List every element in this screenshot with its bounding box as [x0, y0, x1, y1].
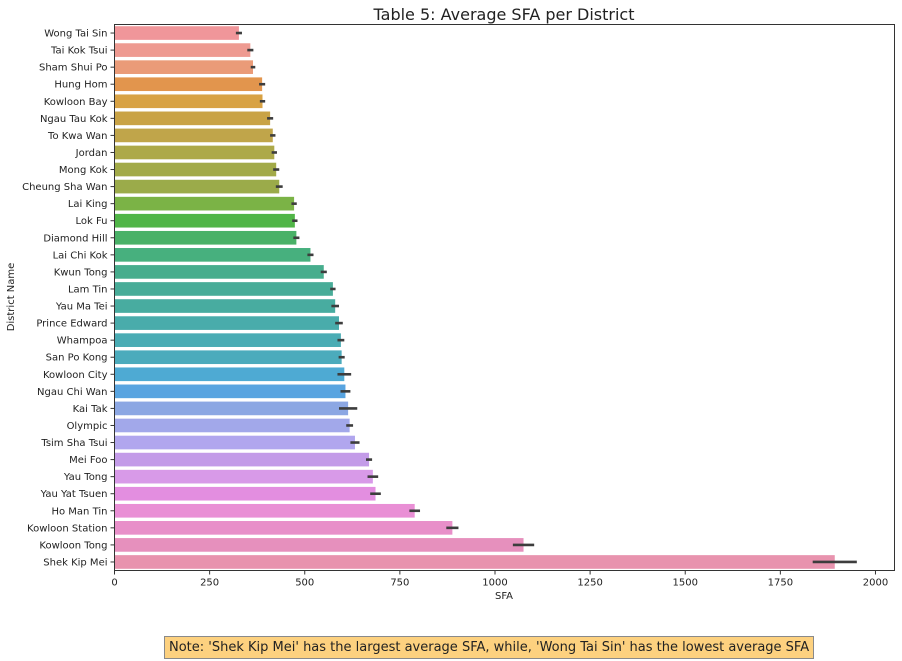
bar — [114, 179, 280, 194]
plot-frame — [114, 24, 895, 571]
y-tick-label: Shek Kip Mei — [43, 557, 107, 568]
bar — [114, 367, 345, 382]
y-tick-label: To Kwa Wan — [47, 131, 107, 142]
bar — [114, 196, 295, 211]
y-tick-label: Cheung Sha Wan — [22, 182, 107, 193]
x-tick-label: 1500 — [673, 578, 698, 589]
y-tick-label: Olympic — [67, 421, 108, 432]
y-tick-label: Jordan — [75, 148, 108, 159]
y-tick-label: Yau Yat Tsuen — [40, 489, 108, 500]
chart-note: Note: 'Shek Kip Mei' has the largest ave… — [164, 636, 815, 659]
bar — [114, 248, 311, 262]
y-tick-label: Lok Fu — [75, 216, 107, 227]
bar — [114, 521, 453, 535]
bar — [114, 333, 341, 347]
y-tick-label: Lai King — [68, 199, 108, 210]
y-tick-label: Kowloon City — [43, 370, 108, 381]
y-tick-label: Ngau Chi Wan — [37, 387, 107, 398]
bar — [114, 282, 333, 296]
bar — [114, 265, 324, 279]
bar — [114, 60, 253, 74]
bar — [114, 230, 297, 245]
y-tick-label: Prince Edward — [36, 319, 107, 330]
bar — [114, 469, 373, 484]
y-tick-label: Lam Tin — [68, 284, 108, 295]
y-axis-label: District Name — [6, 263, 17, 332]
y-tick-label: Yau Tong — [63, 472, 108, 483]
bar — [114, 111, 271, 126]
y-tick-label: Kowloon Tong — [39, 540, 107, 551]
bar — [114, 316, 339, 330]
x-tick-label: 1250 — [577, 578, 602, 589]
y-tick-label: Ngau Tau Kok — [40, 114, 108, 125]
y-tick-label: Mei Foo — [69, 455, 107, 466]
y-tick-label: Wong Tai Sin — [44, 29, 107, 40]
bar — [114, 435, 355, 450]
x-tick-label: 500 — [295, 578, 314, 589]
bar — [114, 418, 350, 433]
bar — [114, 299, 336, 313]
y-tick-label: Whampoa — [57, 336, 108, 347]
bar — [114, 162, 277, 177]
bar — [114, 538, 524, 552]
y-tick-label: Kowloon Station — [27, 523, 107, 534]
x-tick-label: 750 — [390, 578, 409, 589]
y-tick-label: Yau Ma Tei — [55, 302, 108, 313]
bar — [114, 94, 263, 109]
y-tick-label: Lai Chi Kok — [53, 250, 108, 261]
bar — [114, 503, 415, 518]
bar — [114, 43, 251, 57]
bar — [114, 452, 370, 467]
x-tick-label: 1750 — [768, 578, 793, 589]
bar — [114, 401, 349, 416]
y-tick-label: Kowloon Bay — [44, 97, 108, 108]
y-tick-label: Kai Tak — [73, 404, 108, 415]
bar — [114, 555, 835, 569]
x-tick-label: 2000 — [863, 578, 888, 589]
y-tick-label: Tai Kok Tsui — [50, 46, 107, 57]
y-tick-label: Ho Man Tin — [51, 506, 107, 517]
y-tick-label: Mong Kok — [59, 165, 108, 176]
x-tick-label: 250 — [200, 578, 219, 589]
bar — [114, 384, 346, 399]
bar — [114, 145, 275, 160]
y-tick-label: Hung Hom — [54, 80, 107, 91]
x-tick-label: 0 — [111, 578, 117, 589]
x-tick-label: 1000 — [482, 578, 507, 589]
bar — [114, 128, 273, 143]
bar — [114, 77, 263, 92]
x-axis-label: SFA — [495, 591, 513, 602]
y-tick-label: San Po Kong — [46, 353, 108, 364]
y-tick-label: Kwun Tong — [54, 267, 108, 278]
bar — [114, 486, 376, 501]
y-tick-label: Sham Shui Po — [39, 63, 108, 74]
bar — [114, 213, 295, 228]
bar — [114, 26, 239, 40]
chart-title: Table 5: Average SFA per District — [373, 5, 635, 24]
y-tick-label: Tsim Sha Tsui — [40, 438, 107, 449]
y-tick-label: Diamond Hill — [43, 233, 107, 244]
bar — [114, 350, 342, 365]
